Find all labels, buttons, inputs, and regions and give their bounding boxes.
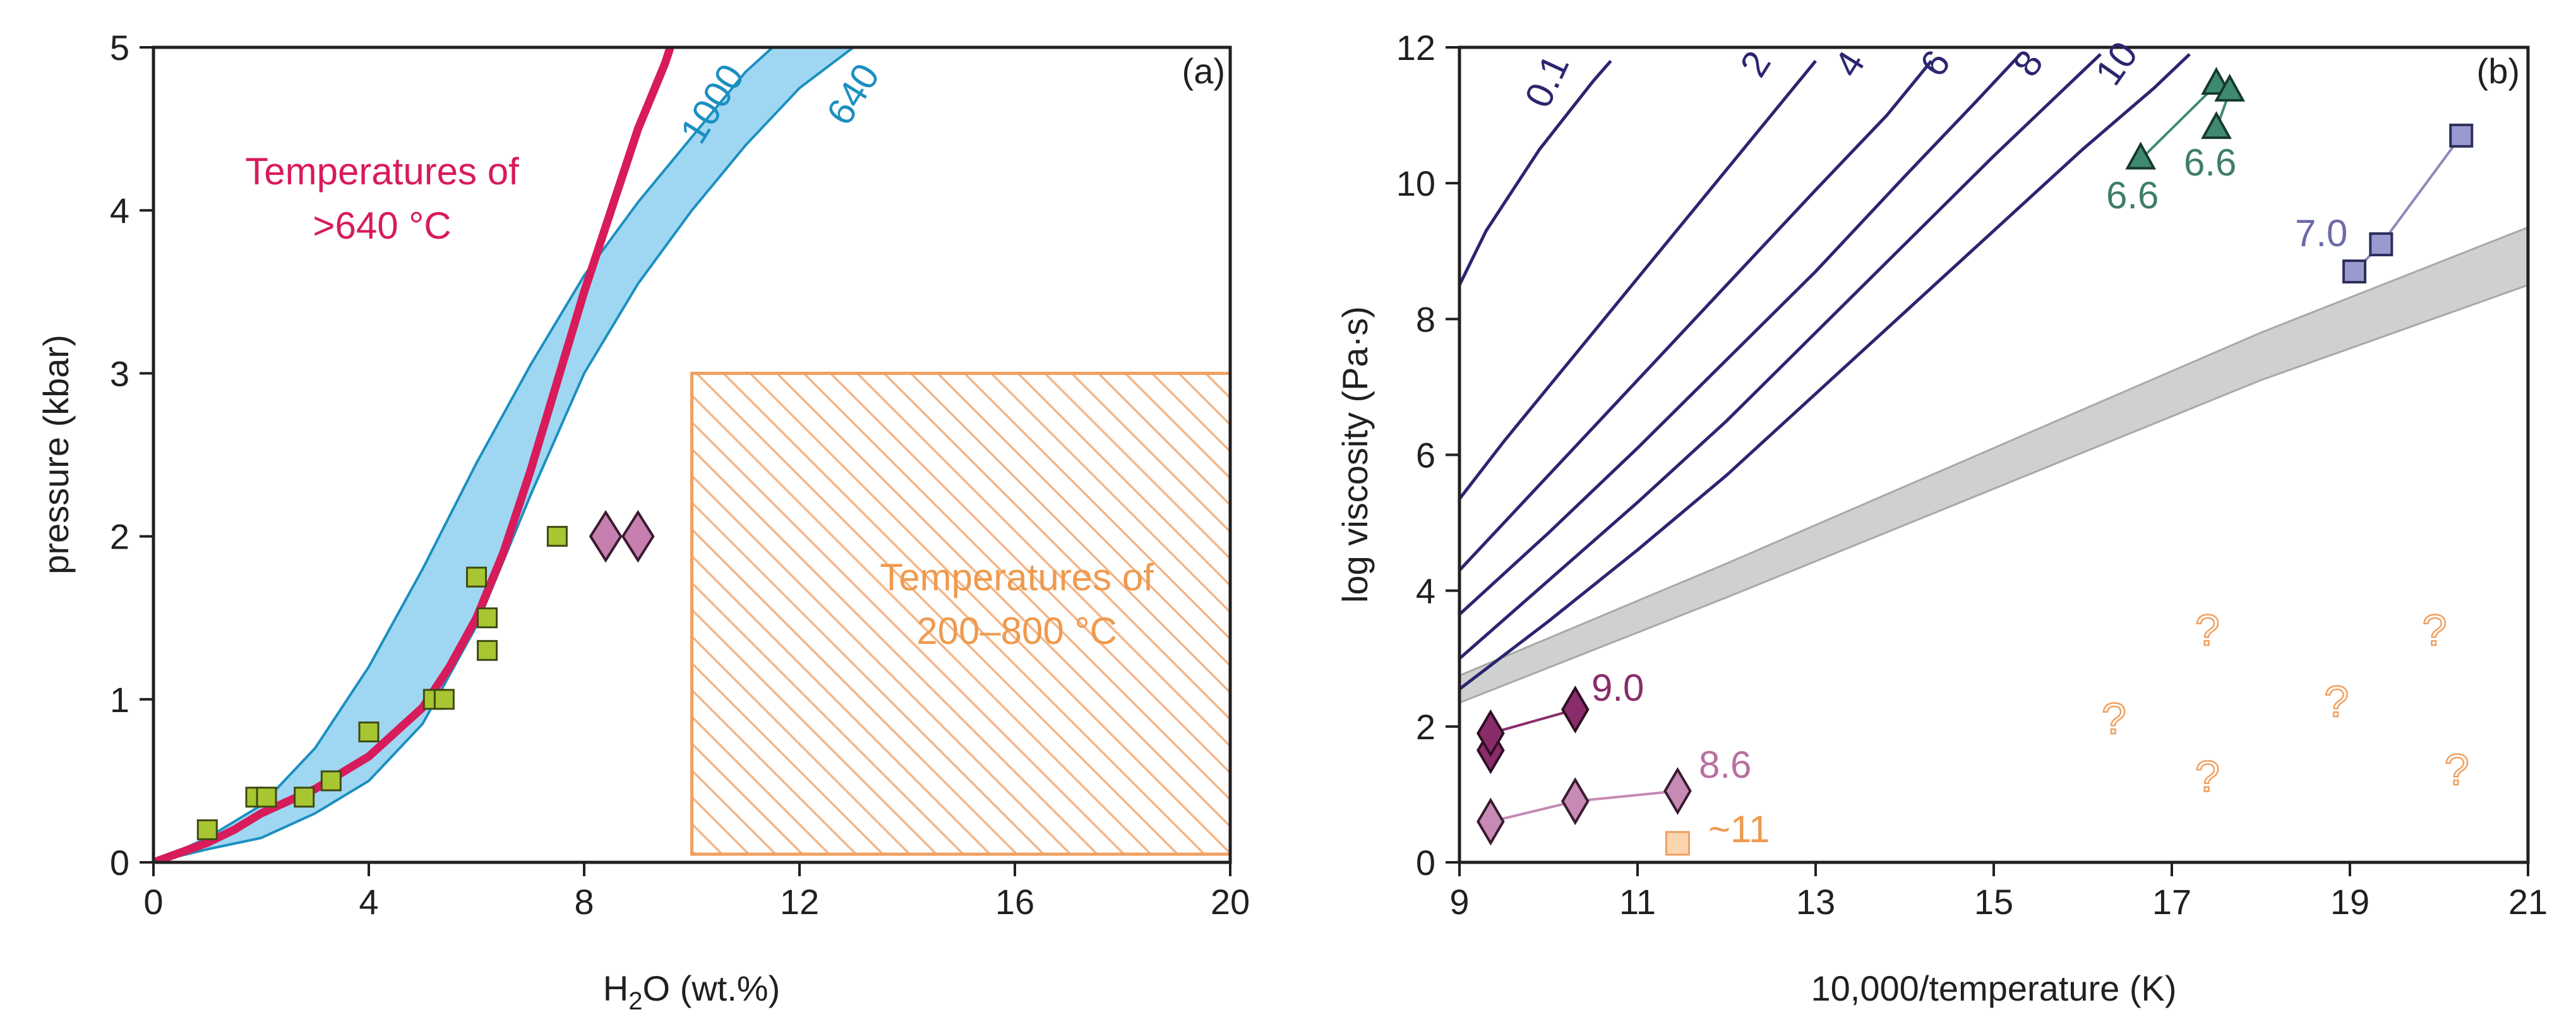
hatched-temperature-box [690,371,1230,856]
isoline-4 [1459,59,1933,572]
question-mark: ? [2195,605,2220,655]
panel-b-ytick-label: 10 [1396,164,1435,203]
panel-a-xlabel-sub: 2 [628,987,642,1015]
panel-a-ytick-label: 0 [110,843,129,883]
grey-viscosity-band [1459,226,2528,704]
red-curve-label-line1: Temperatures of [245,150,519,193]
data-point-triangle [2201,110,2232,140]
data-point-square [2449,123,2474,148]
isoline-label-2: 2 [1732,44,1779,84]
panel-b-ylabel: log viscosity (Pa·s) [1335,306,1375,603]
isoline-label-0.1: 0.1 [1516,48,1577,114]
panel-a-xlabel-main: H [603,968,628,1008]
panel-a-ytick-label: 5 [110,28,129,68]
label-squares: 7.0 [2295,212,2347,254]
question-mark: ? [2445,745,2469,794]
isoline-6 [1459,53,2022,616]
isoline-8 [1459,52,2102,660]
panel-a-frame [152,45,1232,864]
panel-b-xtick-label: 21 [2508,882,2548,922]
data-point-square [2369,232,2393,256]
data-point-square [477,607,498,629]
data-point-square [256,787,277,808]
panel-a-tag: (a) [1182,51,1225,91]
panel-b-xtick-label: 9 [1449,882,1469,922]
connector-dark-diamonds [1490,708,1576,735]
data-point-square [477,639,498,661]
panel-a-ytick-label: 3 [110,354,129,393]
panel-b-plot-layer: ?????? [1459,52,2528,856]
panel-a-plot-layer [153,47,1230,862]
label-triangles-left: 6.6 [2106,174,2159,217]
panel-b-xlabel: 10,000/temperature (K) [1811,968,2177,1008]
panel-a-ytick-label: 1 [110,680,129,720]
question-mark: ? [2422,605,2447,655]
data-point-light-diamond [1561,777,1590,826]
panel-b-xtick-label: 15 [1974,882,2013,922]
data-point-square [294,787,315,808]
panel-b-xtick-label: 19 [2330,882,2369,922]
panel-b-ytick-label: 0 [1416,843,1435,883]
connector-triangles [2140,83,2217,160]
panel-b-tag: (b) [2477,51,2520,91]
panel-a-ytick-label: 4 [110,191,129,230]
panel-b-xtick-label: 11 [1619,882,1656,922]
data-point-square [466,566,487,588]
isoline-0.1 [1459,59,1612,286]
question-mark: ? [2102,694,2126,743]
blue-temperature-band [153,47,856,862]
panel-a-xtick-label: 8 [574,882,594,922]
hatch-label-line1: Temperatures of [880,556,1154,598]
data-point-square [320,770,342,792]
data-point-square [546,526,568,547]
data-point-square [358,721,380,742]
panel-b-ytick-label: 6 [1416,436,1435,475]
panel-a-xtick-label: 20 [1211,882,1250,922]
data-point-light-diamond [1477,797,1505,846]
panel-a-xtick-label: 12 [780,882,819,922]
isoline-2 [1459,59,1817,500]
data-point-light-diamond [1663,767,1692,815]
panel-b-ytick-label: 4 [1416,571,1435,611]
panel-b-ytick-label: 8 [1416,299,1435,339]
question-mark: ? [2195,752,2220,801]
hatch-label-line2: 200–800 °C [916,610,1117,652]
data-point-dark-diamond [1561,685,1590,734]
label-dark-diamonds: 9.0 [1591,667,1644,709]
data-point-dark-diamond [1477,709,1505,758]
panel-a-ylabel: pressure (kbar) [36,335,76,574]
panel-a-xtick-label: 0 [143,882,163,922]
data-point-square [2342,259,2367,284]
red-solubility-curve [153,47,675,862]
panel-b-ytick-label: 12 [1396,28,1435,68]
data-point-diamond [621,509,655,563]
isoline-label-4: 4 [1826,44,1873,84]
red-curve-label-line2: >640 °C [313,205,451,247]
question-mark: ? [2324,677,2349,726]
panel-a-xtick-label: 16 [995,882,1034,922]
panel-a-ytick-label: 2 [110,517,129,557]
panel-a-xtick-label: 4 [359,882,378,922]
panel-a-xlabel-rest: O (wt.%) [642,968,780,1008]
data-point-square [433,689,455,710]
label-light-diamonds: 8.6 [1699,744,1751,786]
data-point-triangle [2214,73,2246,102]
data-point-square [196,819,218,840]
label-orange-square: ~11 [1708,808,1770,850]
label-triangles-right: 6.6 [2184,141,2236,184]
data-point-triangle [2125,141,2157,170]
data-point-orange-square [1665,831,1690,856]
panel-b-ytick-label: 2 [1416,707,1435,747]
isoline-label-10: 10 [2087,34,2146,93]
panel-b-xtick-label: 13 [1796,882,1835,922]
data-point-diamond [589,509,623,563]
isoline-10 [1459,52,2191,691]
panel-a-xlabel: H2O (wt.%) [603,968,780,1015]
panel-b-xtick-label: 17 [2152,882,2191,922]
